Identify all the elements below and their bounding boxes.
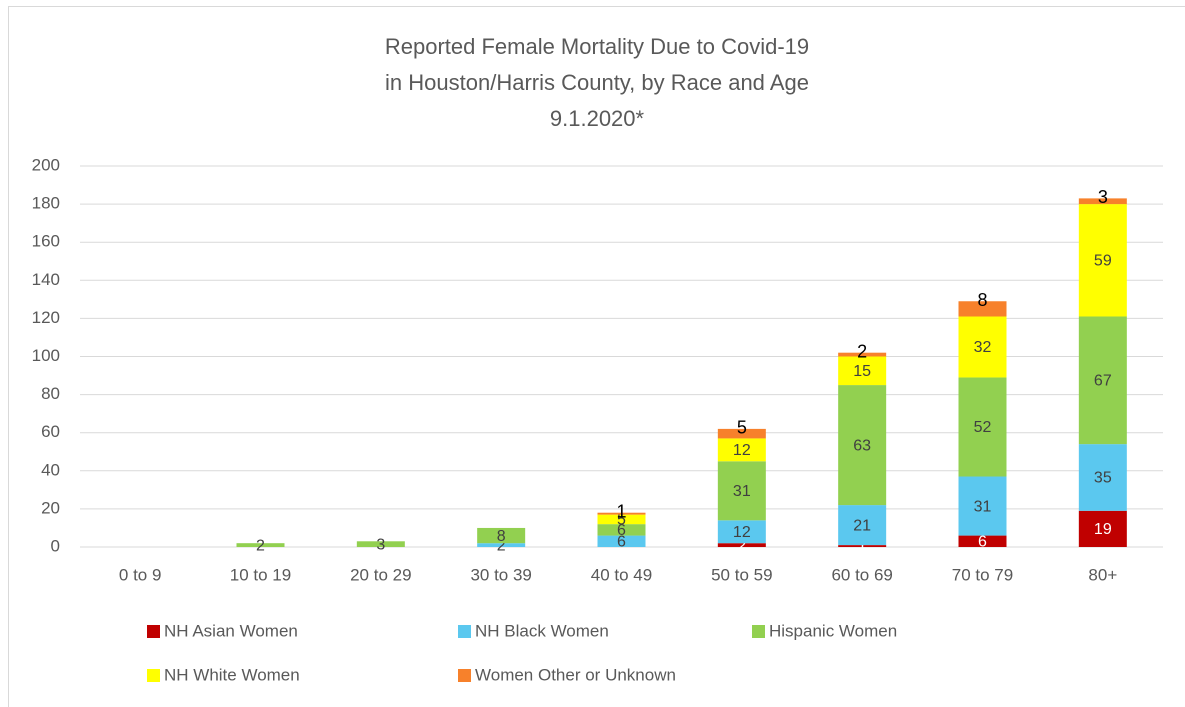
legend-swatch xyxy=(458,625,471,638)
legend-label: Women Other or Unknown xyxy=(475,665,676,684)
bar-segment xyxy=(356,541,405,547)
x-tick-label: 20 to 29 xyxy=(350,565,411,584)
data-label: 67 xyxy=(1094,373,1112,390)
data-label: 63 xyxy=(853,437,871,454)
legend-swatch xyxy=(147,669,160,682)
chart-title: Reported Female Mortality Due to Covid-1… xyxy=(385,34,809,59)
bar-segment xyxy=(597,535,646,547)
y-tick-label: 20 xyxy=(41,498,60,517)
bar-segment xyxy=(1078,198,1127,205)
legend-label: NH Asian Women xyxy=(164,621,298,640)
legend-label: NH White Women xyxy=(164,665,300,684)
data-label: 3 xyxy=(1098,187,1108,207)
y-tick-label: 140 xyxy=(32,270,60,289)
bar-segment xyxy=(717,461,766,521)
bar-segment xyxy=(838,505,887,546)
y-tick-label: 40 xyxy=(41,460,60,479)
bar-segment xyxy=(838,385,887,506)
x-tick-label: 50 to 59 xyxy=(711,565,772,584)
data-label: 15 xyxy=(853,363,871,380)
y-tick-label: 160 xyxy=(32,232,60,251)
bar-segment xyxy=(958,476,1007,536)
chart-title: 9.1.2020* xyxy=(550,106,645,131)
bar-segment xyxy=(717,438,766,462)
bar-segment xyxy=(1078,510,1127,547)
bar-segment xyxy=(958,316,1007,378)
bar-segment xyxy=(1078,316,1127,445)
bar-segment xyxy=(838,545,887,547)
y-tick-label: 80 xyxy=(41,384,60,403)
legend-swatch xyxy=(752,625,765,638)
data-label: 1 xyxy=(616,501,626,521)
legend-label: NH Black Women xyxy=(475,621,609,640)
bar-segment xyxy=(597,514,646,525)
data-label: 2 xyxy=(857,341,867,361)
x-tick-label: 30 to 39 xyxy=(470,565,531,584)
data-label: 1 xyxy=(858,538,867,555)
data-label: 6 xyxy=(617,534,626,551)
bar-segment xyxy=(597,524,646,536)
data-label: 59 xyxy=(1094,253,1112,270)
data-label: 5 xyxy=(737,418,747,438)
bar-segment xyxy=(958,301,1007,317)
bar-segment xyxy=(958,377,1007,477)
y-tick-label: 120 xyxy=(32,308,60,327)
data-label: 2 xyxy=(497,537,506,554)
bar-segment xyxy=(1078,204,1127,317)
bar-segment xyxy=(597,512,646,515)
data-label: 12 xyxy=(733,524,751,541)
chart-title: in Houston/Harris County, by Race and Ag… xyxy=(385,70,809,95)
x-tick-label: 80+ xyxy=(1088,565,1117,584)
bar-segment xyxy=(838,356,887,386)
bar-segment xyxy=(838,352,887,357)
bar-segment xyxy=(477,543,526,547)
data-label: 12 xyxy=(733,442,751,459)
bar-segment xyxy=(717,520,766,544)
data-label: 19 xyxy=(1094,521,1112,538)
bar-segment xyxy=(477,527,526,544)
data-label: 3 xyxy=(376,536,385,553)
legend-swatch xyxy=(458,669,471,682)
y-tick-label: 100 xyxy=(32,346,60,365)
y-tick-label: 200 xyxy=(32,155,60,174)
data-label: 52 xyxy=(974,419,992,436)
bar-segment xyxy=(236,543,285,547)
data-label: 32 xyxy=(974,339,992,356)
bar-segment xyxy=(958,535,1007,547)
legend-swatch xyxy=(147,625,160,638)
y-tick-label: 60 xyxy=(41,422,60,441)
y-tick-label: 180 xyxy=(32,194,60,213)
x-tick-label: 60 to 69 xyxy=(831,565,892,584)
bar-segment xyxy=(1078,444,1127,511)
data-label: 2 xyxy=(737,537,746,554)
data-label: 6 xyxy=(978,534,987,551)
data-label: 2 xyxy=(256,537,265,554)
data-label: 6 xyxy=(617,522,626,539)
bar-segment xyxy=(717,543,766,547)
data-label: 21 xyxy=(853,517,871,534)
x-tick-label: 0 to 9 xyxy=(119,565,162,584)
bar-segment xyxy=(717,428,766,439)
x-tick-label: 70 to 79 xyxy=(952,565,1013,584)
data-label: 31 xyxy=(974,498,992,515)
data-label: 31 xyxy=(733,483,751,500)
data-label: 35 xyxy=(1094,470,1112,487)
data-label: 5 xyxy=(617,512,626,529)
x-tick-label: 10 to 19 xyxy=(230,565,291,584)
data-label: 8 xyxy=(977,290,987,310)
data-label: 8 xyxy=(497,528,506,545)
y-tick-label: 0 xyxy=(51,536,60,555)
legend-label: Hispanic Women xyxy=(769,621,897,640)
x-tick-label: 40 to 49 xyxy=(591,565,652,584)
